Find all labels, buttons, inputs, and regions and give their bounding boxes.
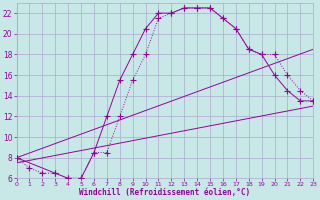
X-axis label: Windchill (Refroidissement éolien,°C): Windchill (Refroidissement éolien,°C) — [79, 188, 251, 197]
